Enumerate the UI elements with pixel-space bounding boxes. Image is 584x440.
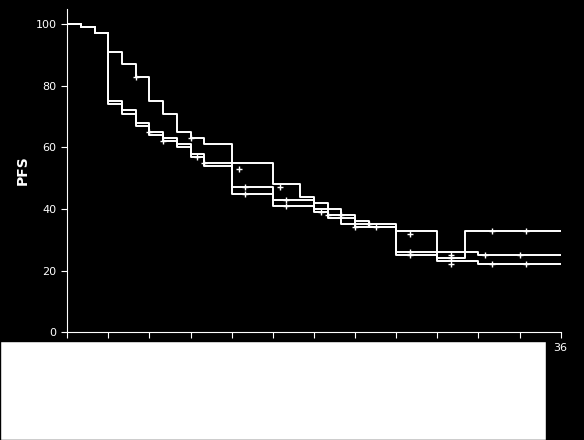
X-axis label: Months: Months (285, 358, 343, 372)
Y-axis label: PFS: PFS (16, 156, 30, 185)
